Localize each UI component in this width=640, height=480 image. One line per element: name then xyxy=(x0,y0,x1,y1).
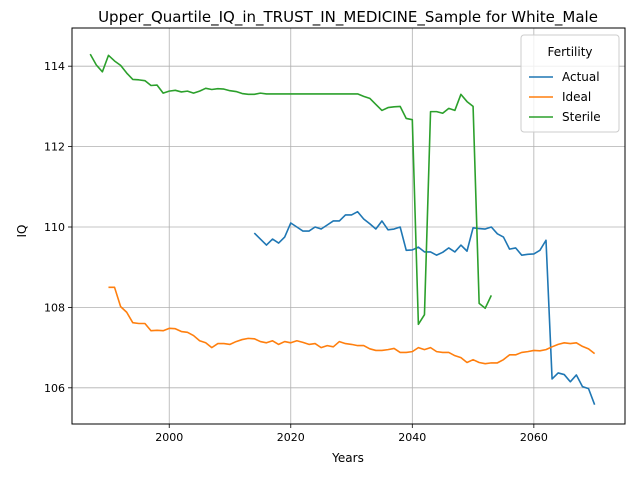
y-axis-label: IQ xyxy=(15,225,29,238)
x-tick-label: 2020 xyxy=(277,431,305,444)
legend-items: Actual Ideal Sterile xyxy=(529,70,601,124)
x-tick-label: 2060 xyxy=(520,431,548,444)
series-line-sterile xyxy=(89,53,493,326)
y-tick-label: 112 xyxy=(44,141,65,154)
series-line-ideal xyxy=(108,286,596,365)
y-tick-label: 106 xyxy=(44,382,65,395)
series-line-actual xyxy=(253,210,596,405)
legend-frame xyxy=(520,34,620,133)
plot-lines xyxy=(89,53,596,405)
axes-frame xyxy=(71,27,626,425)
y-tick-label: 114 xyxy=(44,60,65,73)
y-tick-label: 110 xyxy=(44,221,65,234)
x-tick-label: 2040 xyxy=(398,431,426,444)
x-axis-label: Years xyxy=(331,451,364,465)
axis-ticks: 2000 2020 2040 2060 106 108 110 112 114 xyxy=(44,60,548,444)
legend-label-sterile: Sterile xyxy=(562,110,601,124)
chart-title: Upper_Quartile_IQ_in_TRUST_IN_MEDICINE_S… xyxy=(98,8,598,27)
legend: Fertility Actual Ideal Sterile xyxy=(520,34,620,133)
legend-title: Fertility xyxy=(547,45,592,59)
legend-label-actual: Actual xyxy=(562,70,600,84)
x-tick-label: 2000 xyxy=(155,431,183,444)
legend-label-ideal: Ideal xyxy=(562,90,591,104)
y-tick-label: 108 xyxy=(44,301,65,314)
